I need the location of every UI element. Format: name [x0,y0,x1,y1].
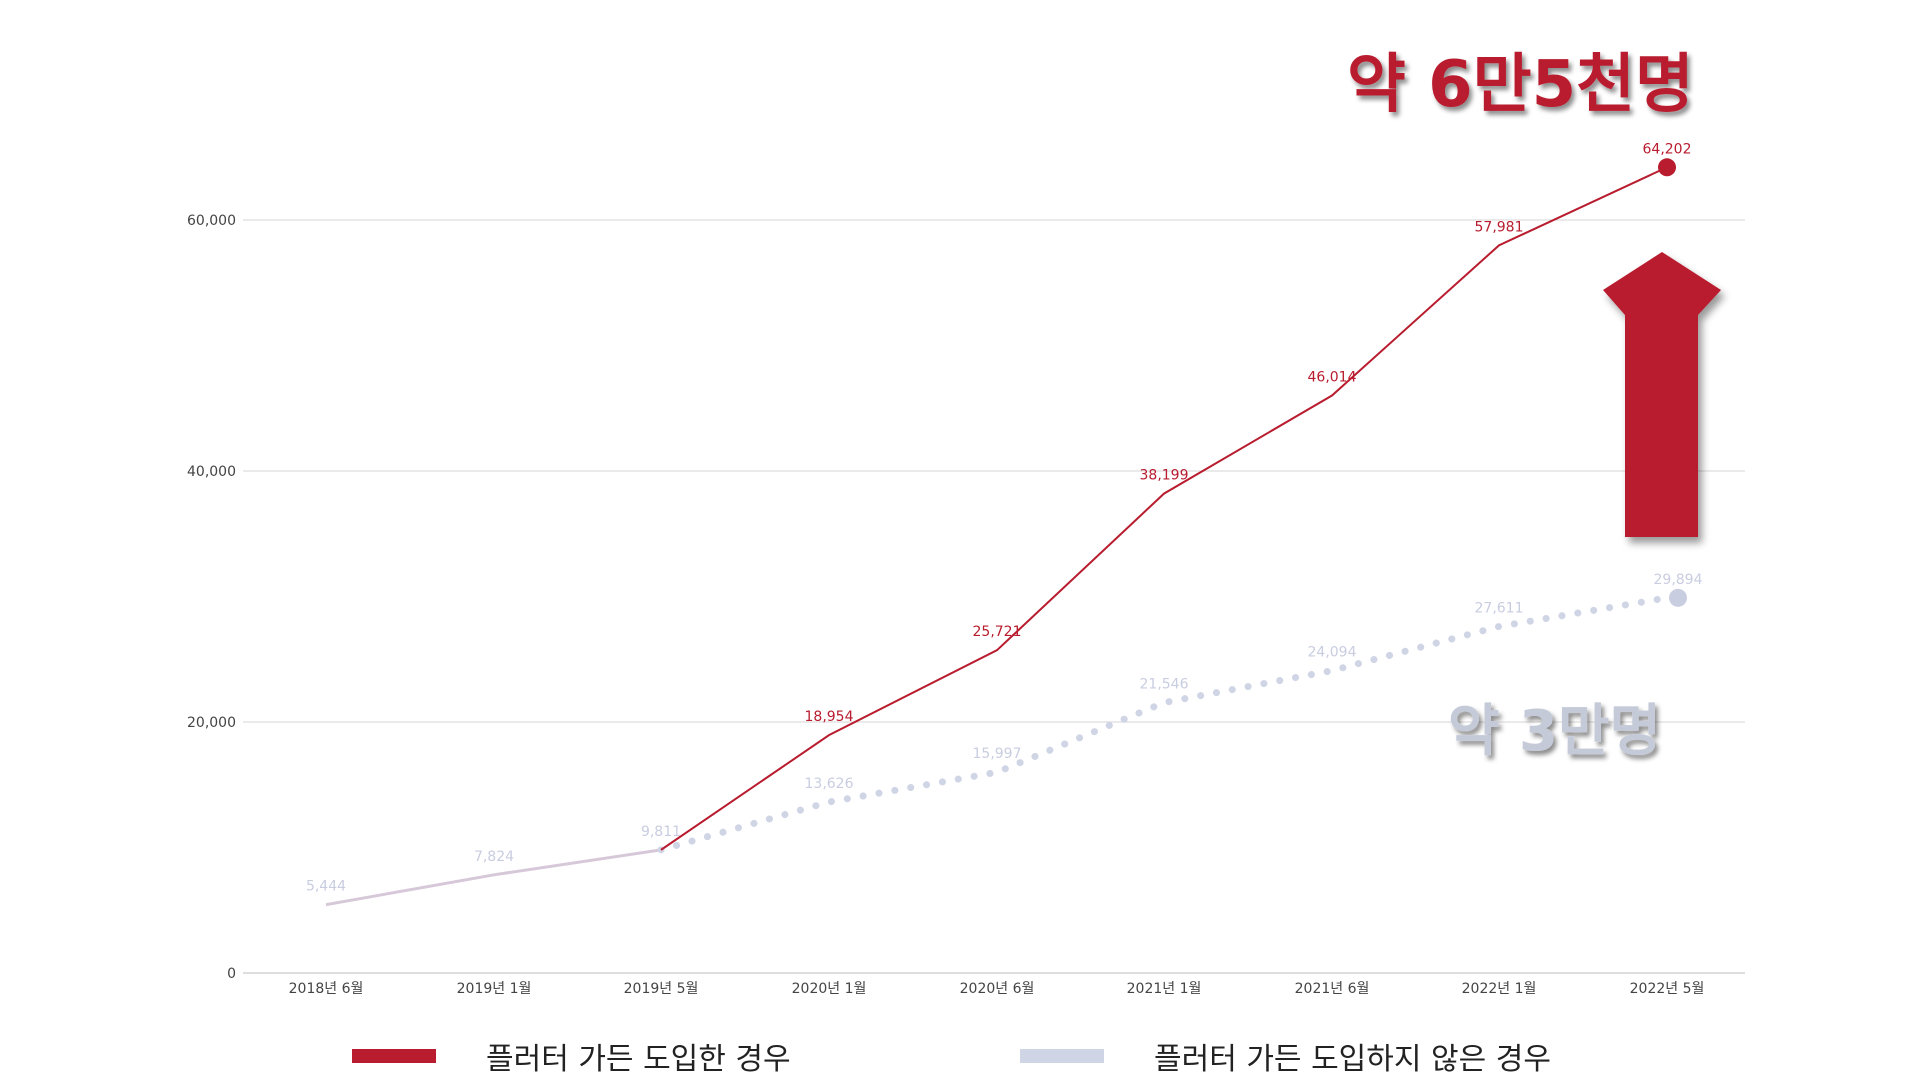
legend-label-adopted: 플러터 가든 도입한 경우 [486,1042,791,1077]
x-tick-label: 2022년 5월 [1630,981,1705,997]
gridlines [243,219,1745,974]
data-label-not-adopted: 21,546 [1140,677,1189,693]
y-tick-label: 40,000 [187,464,236,480]
data-label-not-adopted: 9,811 [641,824,681,840]
callout-top: 약 6만5천명 [1347,48,1694,122]
data-label-adopted: 46,014 [1308,370,1357,386]
data-label-not-adopted: 27,611 [1475,600,1524,616]
series-group [325,158,1687,907]
data-label-not-adopted: 13,626 [805,776,854,792]
y-axis: 0 20,000 40,000 60,000 [187,213,236,982]
legend-item-adopted: 플러터 가든 도입한 경우 [352,1036,791,1077]
series-not-adopted-endpoint [1669,588,1687,607]
callout-bottom: 약 3만명 [1448,699,1661,764]
x-tick-label: 2020년 1월 [792,981,867,997]
y-tick-label: 20,000 [187,715,236,731]
up-arrow-icon [1603,252,1721,537]
x-tick-label: 2021년 6월 [1295,981,1370,997]
data-label-not-adopted: 29,894 [1654,572,1703,588]
x-tick-label: 2019년 1월 [457,981,532,997]
x-tick-label: 2018년 6월 [289,981,364,997]
legend-label-not-adopted: 플러터 가든 도입하지 않은 경우 [1154,1042,1551,1077]
data-label-not-adopted: 7,824 [474,849,514,865]
x-axis: 2018년 6월 2019년 1월 2019년 5월 2020년 1월 2020년 6월… [289,981,1705,997]
data-label-adopted: 38,199 [1140,468,1189,484]
series-adopted-endpoint [1658,158,1676,177]
x-tick-label: 2022년 1월 [1462,981,1537,997]
y-tick-label: 0 [227,966,236,982]
x-tick-label: 2021년 1월 [1127,981,1202,997]
data-label-adopted: 18,954 [805,709,854,725]
series-not-adopted-line-early [325,848,662,907]
series-adopted-line [660,166,1668,851]
data-label-adopted: 25,721 [973,624,1022,640]
data-label-adopted: 57,981 [1475,219,1524,235]
data-label-not-adopted: 15,997 [973,746,1022,762]
x-tick-label: 2019년 5월 [624,981,699,997]
data-label-not-adopted: 24,094 [1308,645,1357,661]
x-tick-label: 2020년 6월 [960,981,1035,997]
data-labels: 5,444 7,824 9,811 13,626 15,997 21,546 24,094 2… [306,141,1703,894]
legend-swatch-adopted [352,1049,436,1063]
y-tick-label: 60,000 [187,213,236,229]
data-label-adopted: 64,202 [1643,141,1692,157]
legend-item-not-adopted: 플러터 가든 도입하지 않은 경우 [1020,1036,1551,1077]
data-label-not-adopted: 5,444 [306,879,346,895]
series-not-adopted-line [657,594,1671,854]
legend-swatch-not-adopted [1020,1049,1104,1063]
